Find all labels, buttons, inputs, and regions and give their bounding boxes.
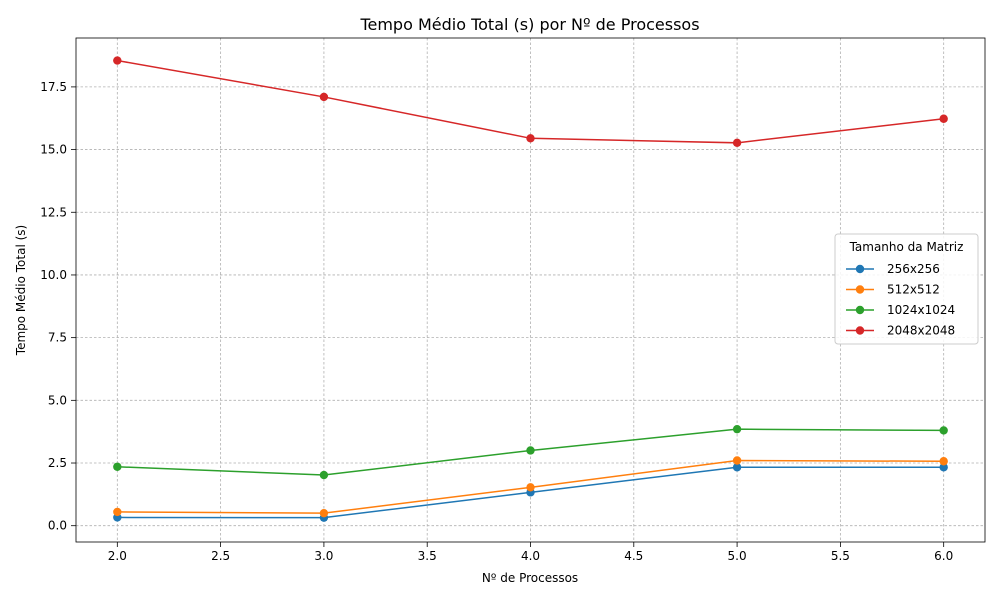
- legend-item: 1024x1024: [846, 303, 955, 317]
- axis-layer: 2.0 2.5 3.0 3.5 4.0 4.5 5.0 5.5 6.0 0.0 2.5 5.0 7.5 1…: [40, 37, 986, 563]
- legend-item: 256x256: [846, 262, 940, 276]
- legend-label: 1024x1024: [887, 303, 955, 317]
- data-point: [319, 92, 329, 102]
- data-point: [526, 446, 535, 455]
- y-tick-label: 2.5: [48, 456, 67, 470]
- legend-marker: [855, 264, 865, 274]
- data-point: [319, 508, 329, 518]
- x-axis-label: Nº de Processos: [482, 571, 578, 585]
- data-point: [526, 134, 535, 143]
- data-point: [319, 470, 329, 480]
- legend-label: 2048x2048: [887, 324, 955, 338]
- data-point: [939, 114, 948, 123]
- legend-item: 2048x2048: [846, 324, 955, 338]
- y-tick-label: 15.0: [40, 143, 67, 157]
- data-point: [113, 462, 122, 471]
- y-tick-label: 7.5: [48, 331, 67, 345]
- y-tick-label: 0.0: [48, 519, 67, 533]
- x-tick-label: 5.0: [728, 549, 747, 563]
- x-tick-label: 2.5: [211, 549, 230, 563]
- data-point: [113, 56, 122, 65]
- legend: Tamanho da Matriz 256x256 512x512 1024x1024…: [834, 233, 979, 345]
- y-tick-label: 12.5: [40, 205, 67, 219]
- series-layer: [113, 56, 948, 522]
- y-tick-label: 10.0: [40, 268, 67, 282]
- x-tick-label: 3.5: [418, 549, 437, 563]
- legend-label: 512x512: [887, 283, 940, 297]
- data-point: [732, 463, 742, 472]
- x-tick-label: 2.0: [108, 549, 127, 563]
- y-tick-label: 5.0: [48, 393, 67, 407]
- y-axis-label: Tempo Médio Total (s): [14, 225, 28, 356]
- series-512x512: [113, 456, 948, 518]
- legend-marker: [855, 285, 865, 294]
- legend-item: 512x512: [846, 283, 940, 297]
- plot-frame: [75, 37, 986, 543]
- legend-marker: [855, 326, 865, 335]
- y-tick-label: 17.5: [40, 80, 67, 94]
- data-point: [732, 424, 742, 434]
- data-point: [732, 138, 742, 148]
- legend-title: Tamanho da Matriz: [849, 240, 964, 254]
- x-tick-label: 3.0: [314, 549, 333, 563]
- x-tick-label: 5.5: [831, 549, 850, 563]
- legend-marker: [855, 305, 865, 315]
- data-point: [732, 456, 742, 465]
- data-point: [939, 463, 948, 472]
- x-tick-label: 4.0: [521, 549, 540, 563]
- chart-title: Tempo Médio Total (s) por Nº de Processo…: [359, 15, 699, 34]
- x-tick-label: 4.5: [624, 549, 643, 563]
- series-2048x2048: [113, 56, 948, 148]
- data-point: [939, 426, 948, 435]
- series-1024x1024: [113, 424, 948, 480]
- x-tick-label: 6.0: [934, 549, 953, 563]
- data-point: [113, 507, 122, 517]
- legend-box: [834, 233, 979, 345]
- legend-label: 256x256: [887, 262, 940, 276]
- data-point: [939, 457, 948, 466]
- data-point: [526, 483, 535, 492]
